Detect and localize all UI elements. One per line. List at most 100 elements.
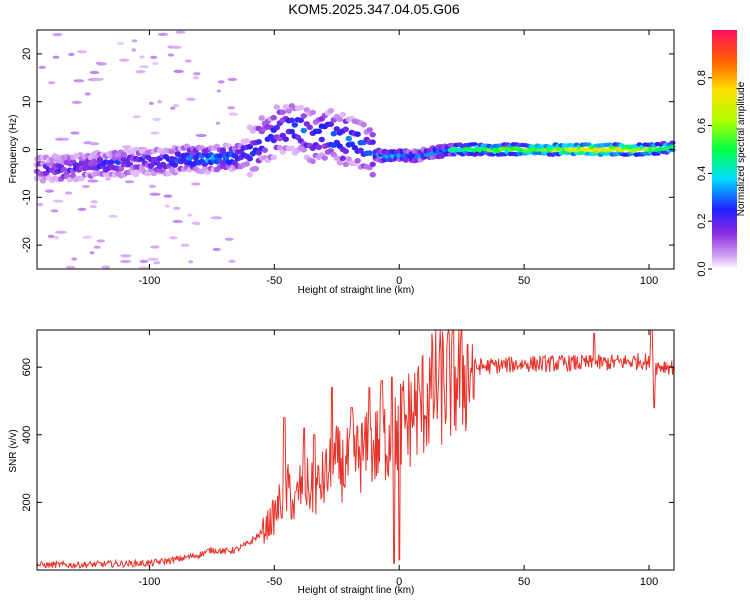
spectrogram-cell bbox=[339, 111, 346, 118]
spectrogram-cell bbox=[285, 108, 292, 114]
snr-x-tick-label: 0 bbox=[396, 576, 402, 588]
spectrogram-cell bbox=[369, 131, 376, 138]
snr-frame bbox=[36, 329, 675, 571]
spectrogram-cell bbox=[135, 70, 146, 74]
spectrogram-cell bbox=[82, 235, 93, 239]
spectrogram-cell bbox=[315, 144, 322, 151]
spectrogram-cell bbox=[327, 121, 334, 127]
spectrogram-cell bbox=[224, 237, 234, 241]
spectrogram-cell bbox=[116, 41, 125, 46]
spectrogram-cell bbox=[89, 142, 100, 146]
spectrogram-cell bbox=[89, 70, 100, 75]
spectrogram-cell bbox=[45, 189, 54, 193]
spectrogram-cell bbox=[96, 239, 106, 243]
spectrogram-cell bbox=[276, 144, 283, 151]
spectrogram-cell bbox=[339, 155, 346, 162]
spectrogram-y-label: Frequency (Hz) bbox=[8, 115, 19, 184]
spectrogram-cell bbox=[279, 149, 286, 155]
spectrogram-cell bbox=[273, 104, 280, 110]
spectrogram-cell bbox=[369, 139, 376, 145]
spectrogram-cell bbox=[279, 109, 286, 115]
spectrogram-cell bbox=[153, 261, 161, 265]
colorbar-tick-label: 0.6 bbox=[696, 118, 708, 133]
spectrogram-cell bbox=[345, 135, 352, 142]
spectrogram-cell bbox=[333, 155, 340, 161]
spectrogram-cell bbox=[108, 214, 118, 218]
spectrogram-cell bbox=[300, 113, 307, 119]
figure-title: KOM5.2025.347.04.05.G06 bbox=[288, 1, 459, 17]
snr-marks bbox=[36, 329, 675, 569]
snr-y-tick-label: 400 bbox=[21, 426, 33, 444]
spectrogram-cell bbox=[187, 213, 193, 217]
spectrogram-cell bbox=[321, 155, 328, 161]
spectrogram-cell bbox=[173, 206, 181, 210]
spectrogram-cell bbox=[345, 156, 352, 162]
spectrogram-cell bbox=[144, 170, 152, 177]
spectrogram-cell bbox=[315, 128, 322, 135]
spectrogram-cell bbox=[147, 257, 159, 261]
spectrogram-cell bbox=[193, 72, 201, 76]
colorbar-tick-label: 0.0 bbox=[696, 261, 708, 276]
spectrogram-cell bbox=[131, 39, 138, 43]
spectrogram-cell bbox=[150, 131, 160, 135]
spectrogram-cell bbox=[122, 145, 132, 149]
spectrogram-y-tick-label: 0 bbox=[21, 146, 33, 152]
spectrogram-y-tick-label: -10 bbox=[21, 189, 33, 205]
spectrogram-cell bbox=[150, 55, 158, 60]
spectrogram-cell bbox=[288, 145, 295, 151]
spectrogram-cell bbox=[101, 265, 111, 269]
spectrogram-cell bbox=[300, 147, 307, 153]
spectrogram-x-tick-label: 50 bbox=[518, 275, 530, 287]
spectrogram-x-tick-label: -100 bbox=[138, 275, 160, 287]
colorbar-tick-label: 0.4 bbox=[696, 166, 708, 181]
spectrogram-cell bbox=[120, 254, 132, 258]
spectrogram-cell bbox=[297, 104, 304, 111]
spectrogram-cell bbox=[52, 199, 64, 203]
spectrogram-cell bbox=[366, 150, 373, 156]
spectrogram-cell bbox=[216, 89, 221, 93]
spectrogram-cell bbox=[120, 152, 128, 158]
spectrogram-cell bbox=[255, 139, 262, 145]
spectrogram-cell bbox=[288, 128, 295, 135]
snr-panel: -100 -50 0 50 100 200 400 600 Height of straigh… bbox=[8, 329, 675, 596]
snr-x-tick-label: -100 bbox=[138, 576, 160, 588]
spectrogram-cell bbox=[165, 170, 173, 177]
spectrogram-cell bbox=[51, 153, 59, 159]
spectrogram-cell bbox=[157, 100, 162, 104]
spectrogram-cell bbox=[105, 177, 112, 181]
spectrogram-cell bbox=[50, 209, 59, 213]
spectrogram-cell bbox=[669, 144, 676, 149]
spectrogram-cell bbox=[288, 117, 295, 124]
snr-y-label: SNR (v/v) bbox=[8, 429, 19, 472]
spectrogram-cell bbox=[139, 65, 149, 69]
spectrogram-cell bbox=[228, 259, 236, 263]
spectrogram-cell bbox=[77, 207, 87, 211]
spectrogram-cell bbox=[210, 216, 223, 220]
spectrogram-cell bbox=[171, 45, 182, 49]
spectrogram-y-tick-label: 10 bbox=[21, 96, 33, 108]
spectrogram-cell bbox=[62, 137, 69, 141]
spectrogram-cell bbox=[54, 230, 67, 234]
spectrogram-cell bbox=[70, 131, 80, 135]
spectrogram-cell bbox=[360, 121, 367, 128]
spectrogram-cell bbox=[246, 155, 253, 162]
spectrogram-cell bbox=[118, 58, 130, 62]
spectrogram-cell bbox=[47, 234, 55, 238]
spectrogram-cell bbox=[71, 257, 78, 261]
snr-x-label: Height of straight line (km) bbox=[298, 585, 415, 596]
spectrogram-cell bbox=[87, 179, 99, 183]
snr-ticks: -100 -50 0 50 100 200 400 600 bbox=[21, 330, 674, 588]
spectrogram-cell bbox=[90, 200, 98, 204]
spectrogram-cell bbox=[309, 158, 316, 165]
colorbar-tick-label: 0.2 bbox=[696, 214, 708, 229]
spectrogram-cell bbox=[37, 203, 44, 207]
spectrogram-cell bbox=[117, 166, 125, 172]
spectrogram-cell bbox=[270, 114, 277, 121]
spectrogram-cell bbox=[354, 158, 361, 164]
spectrogram-cell bbox=[150, 245, 160, 249]
spectrogram-cell bbox=[309, 109, 316, 116]
spectrogram-cell bbox=[336, 116, 343, 123]
spectrogram-marks bbox=[33, 30, 676, 270]
spectrogram-cell bbox=[164, 204, 170, 208]
